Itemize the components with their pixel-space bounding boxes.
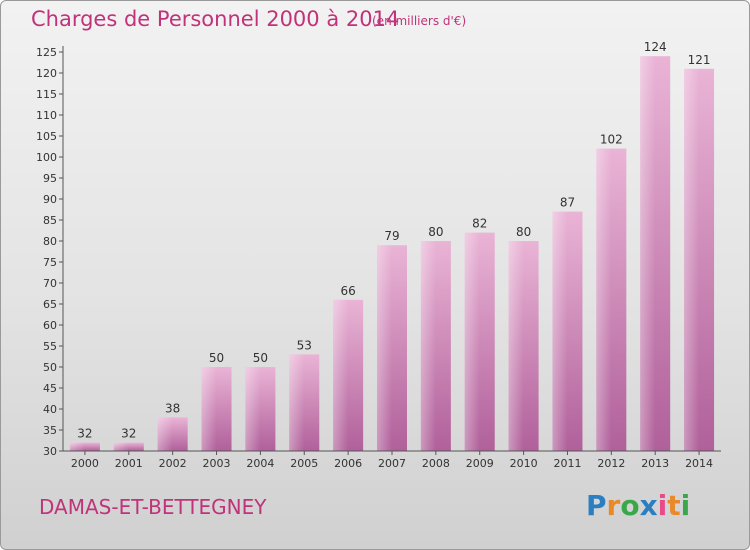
bar-highlight-2001	[113, 442, 129, 451]
logo-letter: i	[680, 489, 691, 522]
value-label-2010: 80	[516, 225, 531, 239]
y-tick-label: 85	[43, 214, 57, 227]
logo-letter: t	[667, 489, 681, 522]
value-label-2009: 82	[472, 217, 487, 231]
bar-highlight-2002	[157, 417, 173, 451]
value-labels-group: 32 32 38 50 50 53 66 79 80 82 80 87 102 124 121	[77, 40, 710, 440]
x-tick-label-2004: 2004	[246, 457, 274, 470]
y-tick-label: 30	[43, 445, 57, 458]
y-tick-label: 115	[36, 88, 57, 101]
y-tick-label: 125	[36, 46, 57, 59]
y-tick-label: 105	[36, 130, 57, 143]
bar-highlight-2000	[69, 442, 85, 451]
x-tick-label-2010: 2010	[510, 457, 538, 470]
bar-highlight-2009	[464, 232, 480, 451]
bar-highlight-2010	[508, 241, 524, 451]
value-label-2005: 53	[297, 338, 312, 352]
logo-letter: P	[586, 489, 607, 522]
y-tick-label: 95	[43, 172, 57, 185]
y-ticks-group: 30 35 40 45 50 55 60 65 70 75 80 85 90 95 100 105 110 115…	[36, 46, 63, 458]
y-tick-label: 45	[43, 382, 57, 395]
y-tick-label: 70	[43, 277, 57, 290]
bar-highlight-2011	[552, 211, 568, 451]
bar-highlight-2007	[377, 245, 392, 451]
x-ticks-group: 2000 2001 2002 2003 2004 2005 2006 2007 2008 2009…	[71, 451, 713, 470]
y-tick-label: 40	[43, 403, 57, 416]
x-tick-label-2003: 2003	[203, 457, 231, 470]
y-tick-label: 100	[36, 151, 57, 164]
bar-highlight-2013	[640, 56, 656, 451]
value-label-2008: 80	[428, 225, 443, 239]
y-tick-label: 50	[43, 361, 57, 374]
y-tick-label: 75	[43, 256, 57, 269]
value-label-2000: 32	[77, 427, 92, 441]
value-label-2007: 79	[384, 229, 399, 243]
x-tick-label-2008: 2008	[422, 457, 450, 470]
x-tick-label-2000: 2000	[71, 457, 99, 470]
bar-highlight-2014	[684, 68, 700, 452]
chart-subtitle: (en milliers d'€)	[372, 14, 467, 28]
value-label-2011: 87	[560, 196, 575, 210]
logo-letter: x	[639, 489, 658, 522]
bars-group	[69, 56, 715, 452]
chart-title: Charges de Personnel 2000 à 2014	[31, 7, 400, 31]
y-tick-label: 110	[36, 109, 57, 122]
x-tick-label-2001: 2001	[115, 457, 143, 470]
value-label-2002: 38	[165, 401, 180, 415]
commune-name: DAMAS-ET-BETTEGNEY	[39, 495, 267, 519]
y-tick-label: 65	[43, 298, 57, 311]
logo-letter: r	[606, 489, 621, 522]
x-tick-label-2006: 2006	[334, 457, 362, 470]
value-label-2006: 66	[340, 284, 355, 298]
proxiti-logo: Proxiti	[586, 489, 690, 522]
x-tick-label-2002: 2002	[159, 457, 187, 470]
x-tick-label-2007: 2007	[378, 457, 406, 470]
bar-highlight-2005	[289, 354, 305, 451]
value-label-2004: 50	[253, 351, 268, 365]
y-tick-label: 60	[43, 319, 57, 332]
value-label-2012: 102	[600, 133, 623, 147]
x-tick-label-2014: 2014	[685, 457, 713, 470]
value-label-2003: 50	[209, 351, 224, 365]
y-tick-label: 120	[36, 67, 57, 80]
y-tick-label: 80	[43, 235, 57, 248]
x-tick-label-2009: 2009	[466, 457, 494, 470]
bar-highlight-2004	[245, 367, 261, 451]
value-label-2013: 124	[644, 40, 667, 54]
bar-highlight-2008	[420, 241, 436, 451]
y-tick-label: 35	[43, 424, 57, 437]
value-label-2014: 121	[688, 53, 711, 67]
x-tick-label-2013: 2013	[641, 457, 669, 470]
logo-letter: i	[657, 489, 668, 522]
y-tick-label: 90	[43, 193, 57, 206]
bar-highlight-2003	[201, 367, 217, 451]
x-tick-label-2012: 2012	[597, 457, 625, 470]
x-tick-label-2005: 2005	[290, 457, 318, 470]
y-tick-label: 55	[43, 340, 57, 353]
x-tick-label-2011: 2011	[553, 457, 581, 470]
value-label-2001: 32	[121, 427, 136, 441]
bar-highlight-2012	[596, 148, 612, 451]
bar-highlight-2006	[333, 299, 349, 451]
logo-letter: o	[620, 489, 640, 522]
